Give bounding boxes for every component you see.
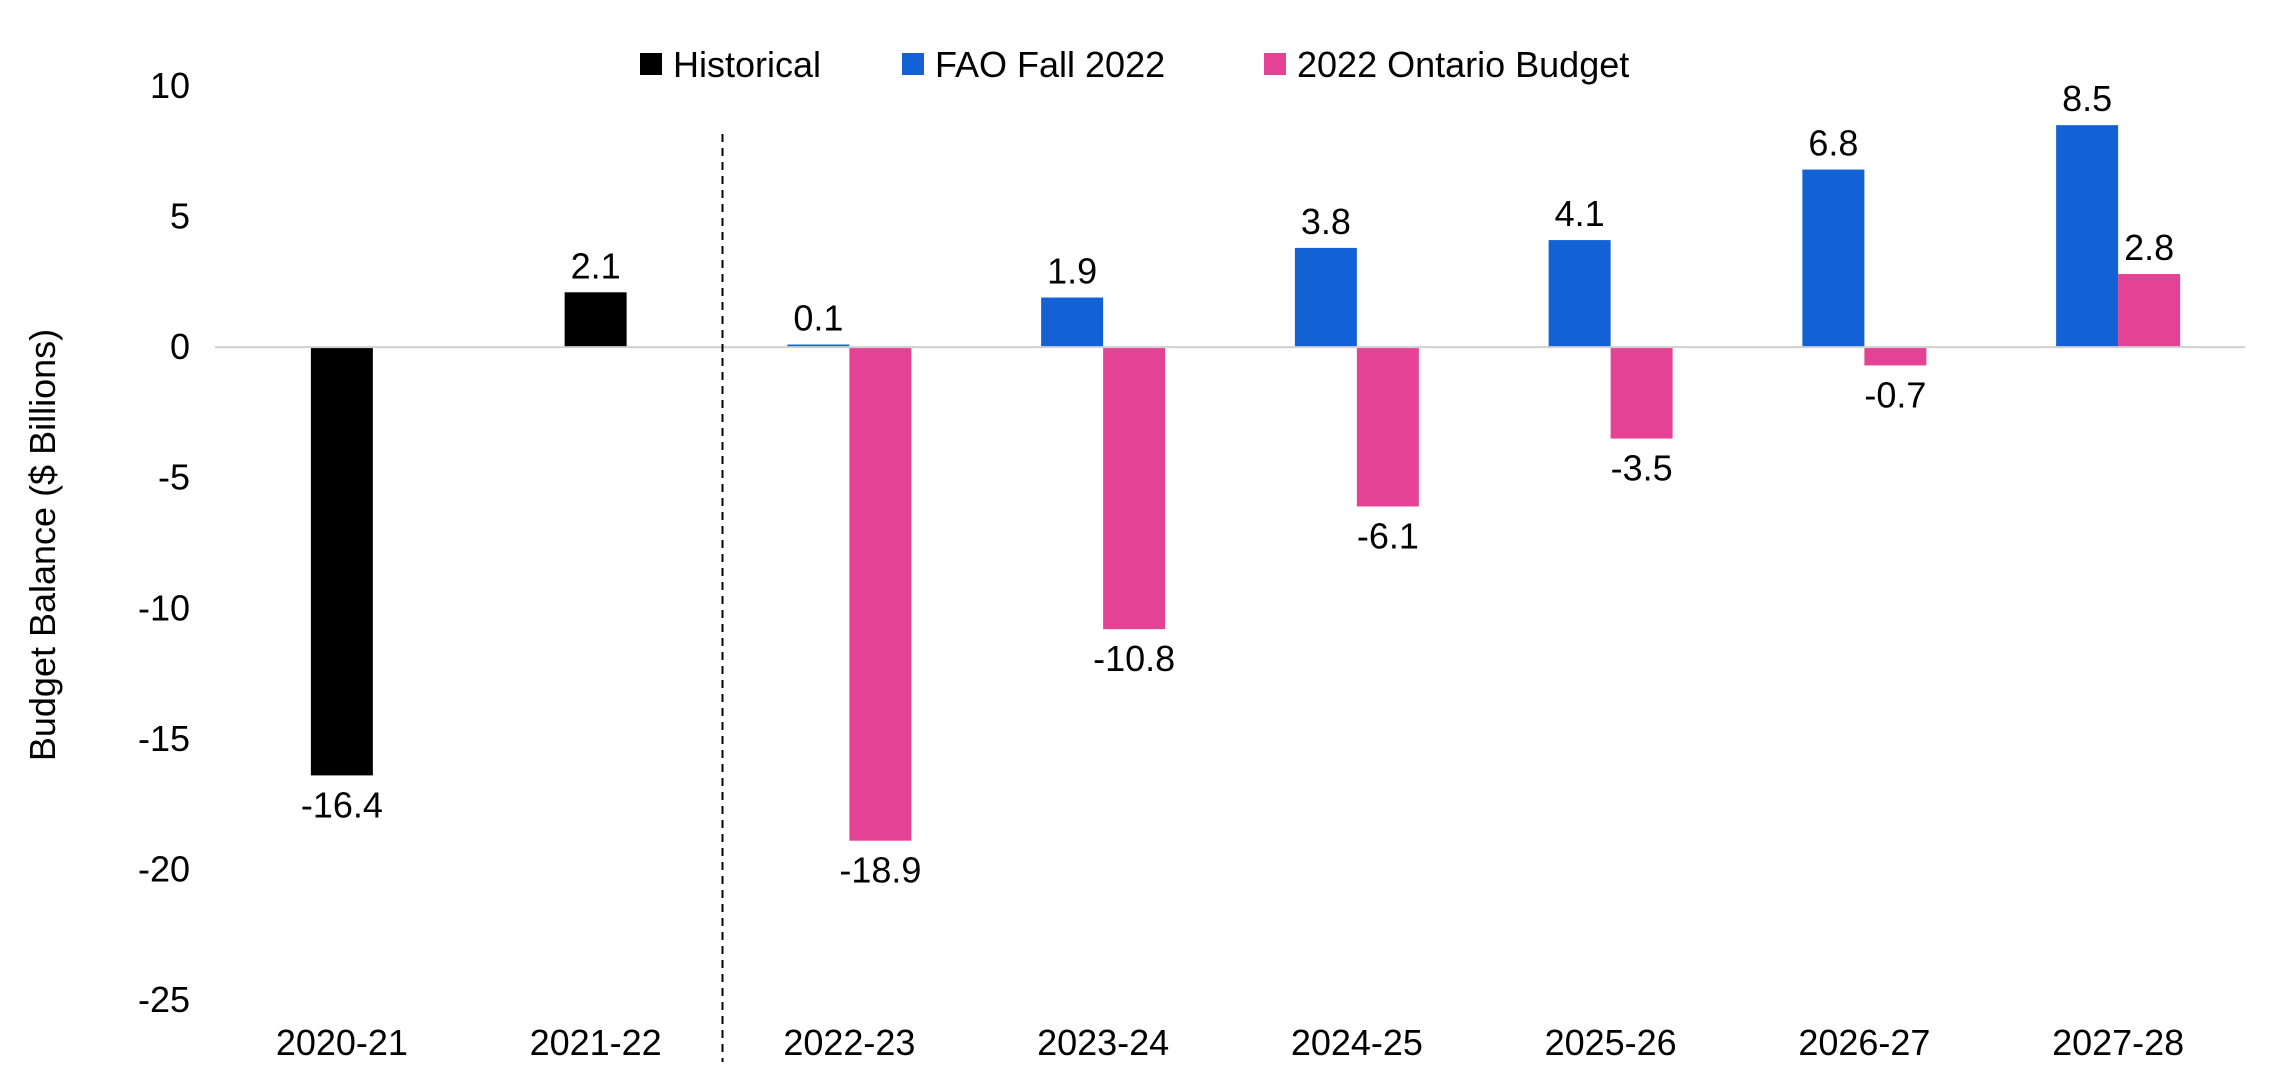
legend-label-fao-fall-2022: FAO Fall 2022 [935, 44, 1165, 85]
legend-swatch-fao-fall-2022 [902, 53, 924, 75]
y-tick-label: -20 [138, 848, 190, 889]
x-tick-label: 2027-28 [2052, 1022, 2184, 1063]
bar-historical-2021-22 [564, 292, 627, 348]
legend-swatch-historical [640, 53, 662, 75]
bar-historical-2020-21 [310, 347, 373, 776]
legend-label-2022-ontario-budget: 2022 Ontario Budget [1297, 44, 1629, 85]
bar-2022-ontario-budget-2022-23 [849, 347, 912, 841]
y-tick-label: -25 [138, 979, 190, 1020]
data-label-fao-fall-2022-2026-27: 6.8 [1808, 123, 1858, 164]
x-tick-label: 2024-25 [1291, 1022, 1423, 1063]
legend-item-fao-fall-2022: FAO Fall 2022 [902, 44, 1165, 85]
x-tick-label: 2025-26 [1545, 1022, 1677, 1063]
data-label-fao-fall-2022-2027-28: 8.5 [2062, 78, 2112, 119]
bar-2022-ontario-budget-2025-26 [1610, 347, 1673, 439]
legend-label-historical: Historical [673, 44, 821, 85]
y-axis-title: Budget Balance ($ Billions) [22, 329, 63, 761]
x-tick-label: 2023-24 [1037, 1022, 1169, 1063]
bar-2022-ontario-budget-2026-27 [1864, 347, 1927, 366]
bar-fao-fall-2022-2025-26 [1548, 240, 1611, 348]
data-label-historical-2020-21: -16.4 [301, 784, 383, 825]
data-label-historical-2021-22: 2.1 [571, 245, 621, 286]
y-tick-label: 5 [170, 196, 190, 237]
y-tick-label: 0 [170, 326, 190, 367]
data-label-fao-fall-2022-2024-25: 3.8 [1301, 201, 1351, 242]
bar-2022-ontario-budget-2023-24 [1103, 347, 1166, 630]
bar-fao-fall-2022-2027-28 [2056, 125, 2119, 348]
y-tick-label: -15 [138, 718, 190, 759]
legend-swatch-2022-ontario-budget [1264, 53, 1286, 75]
bar-fao-fall-2022-2022-23 [787, 344, 850, 348]
x-axis: 2020-21 2021-22 2022-23 2023-24 2024-25 2025-… [276, 1022, 2184, 1063]
data-label-2022-ontario-budget-2024-25: -6.1 [1357, 515, 1419, 556]
data-label-2022-ontario-budget-2026-27: -0.7 [1864, 374, 1926, 415]
bar-2022-ontario-budget-2024-25 [1356, 347, 1419, 507]
legend-item-historical: Historical [640, 44, 821, 85]
data-label-2022-ontario-budget-2027-28: 2.8 [2124, 227, 2174, 268]
x-tick-label: 2021-22 [530, 1022, 662, 1063]
x-tick-label: 2022-23 [783, 1022, 915, 1063]
data-labels: -16.4 2.1 0.1 -18.9 1.9 -10.8 3.8 -6.1 4.1 -3.5 6.… [301, 78, 2174, 891]
bars [310, 125, 2181, 841]
x-tick-label: 2020-21 [276, 1022, 408, 1063]
bar-fao-fall-2022-2026-27 [1802, 169, 1865, 348]
legend: Historical FAO Fall 2022 2022 Ontario Budg… [640, 44, 1629, 85]
legend-item-2022-ontario-budget: 2022 Ontario Budget [1264, 44, 1629, 85]
data-label-2022-ontario-budget-2022-23: -18.9 [839, 850, 921, 891]
data-label-fao-fall-2022-2023-24: 1.9 [1047, 251, 1097, 292]
bar-2022-ontario-budget-2027-28 [2118, 274, 2181, 348]
data-label-fao-fall-2022-2022-23: 0.1 [793, 298, 843, 339]
data-label-2022-ontario-budget-2025-26: -3.5 [1611, 448, 1673, 489]
data-label-fao-fall-2022-2025-26: 4.1 [1555, 193, 1605, 234]
y-tick-label: -10 [138, 587, 190, 628]
y-axis: 10 5 0 -5 -10 -15 -20 -25 [138, 65, 190, 1020]
bar-fao-fall-2022-2024-25 [1294, 247, 1357, 348]
bar-fao-fall-2022-2023-24 [1041, 297, 1104, 348]
x-tick-label: 2026-27 [1798, 1022, 1930, 1063]
y-tick-label: -5 [158, 457, 190, 498]
y-tick-label: 10 [150, 65, 190, 106]
data-label-2022-ontario-budget-2023-24: -10.8 [1093, 638, 1175, 679]
